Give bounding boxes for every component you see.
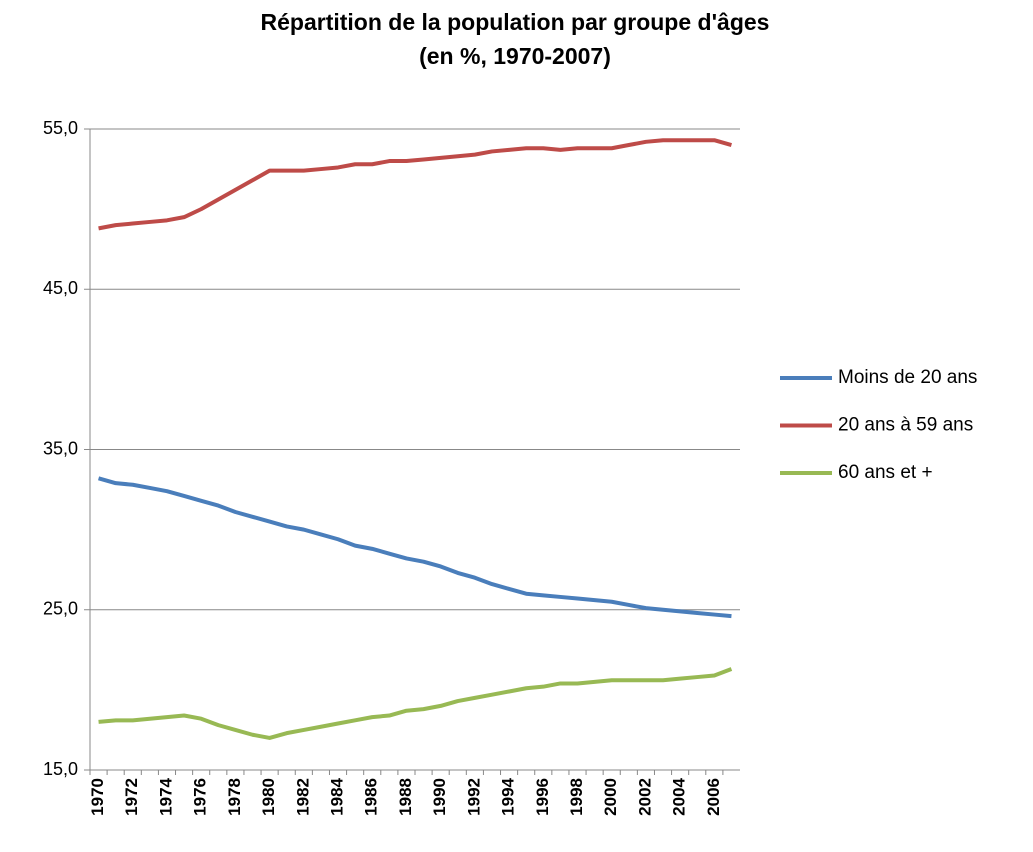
legend-label: 60 ans et + — [838, 462, 933, 483]
x-tick-label: 2004 — [670, 777, 689, 815]
x-tick-label: 1980 — [259, 778, 278, 816]
x-tick-label: 1996 — [533, 778, 552, 816]
series-line — [98, 476, 732, 619]
x-tick-label: 1986 — [362, 778, 381, 816]
x-tick-label: 1994 — [499, 777, 518, 815]
y-tick-label: 45,0 — [43, 278, 78, 298]
legend-label: 20 ans à 59 ans — [838, 415, 973, 436]
x-tick-label: 1972 — [122, 778, 141, 816]
x-tick-label: 1990 — [430, 778, 449, 816]
y-tick-label: 15,0 — [43, 759, 78, 779]
series-line — [98, 138, 732, 231]
chart-title: Répartition de la population par groupe … — [261, 9, 770, 35]
x-tick-label: 2000 — [601, 778, 620, 816]
series-line — [98, 667, 733, 740]
chart-title: (en %, 1970-2007) — [419, 43, 611, 69]
x-tick-label: 1974 — [156, 777, 175, 815]
legend-label: Moins de 20 ans — [838, 367, 977, 388]
x-tick-label: 2006 — [704, 778, 723, 816]
x-tick-label: 1982 — [293, 778, 312, 816]
y-tick-label: 55,0 — [43, 118, 78, 138]
x-tick-label: 1970 — [88, 778, 107, 816]
x-tick-label: 1984 — [328, 777, 347, 815]
y-tick-label: 25,0 — [43, 599, 78, 619]
y-tick-label: 35,0 — [43, 438, 78, 458]
x-tick-label: 1992 — [464, 778, 483, 816]
x-tick-label: 1988 — [396, 778, 415, 816]
x-tick-label: 1978 — [225, 778, 244, 816]
x-tick-label: 1976 — [191, 778, 210, 816]
x-tick-label: 2002 — [635, 778, 654, 816]
x-tick-label: 1998 — [567, 778, 586, 816]
